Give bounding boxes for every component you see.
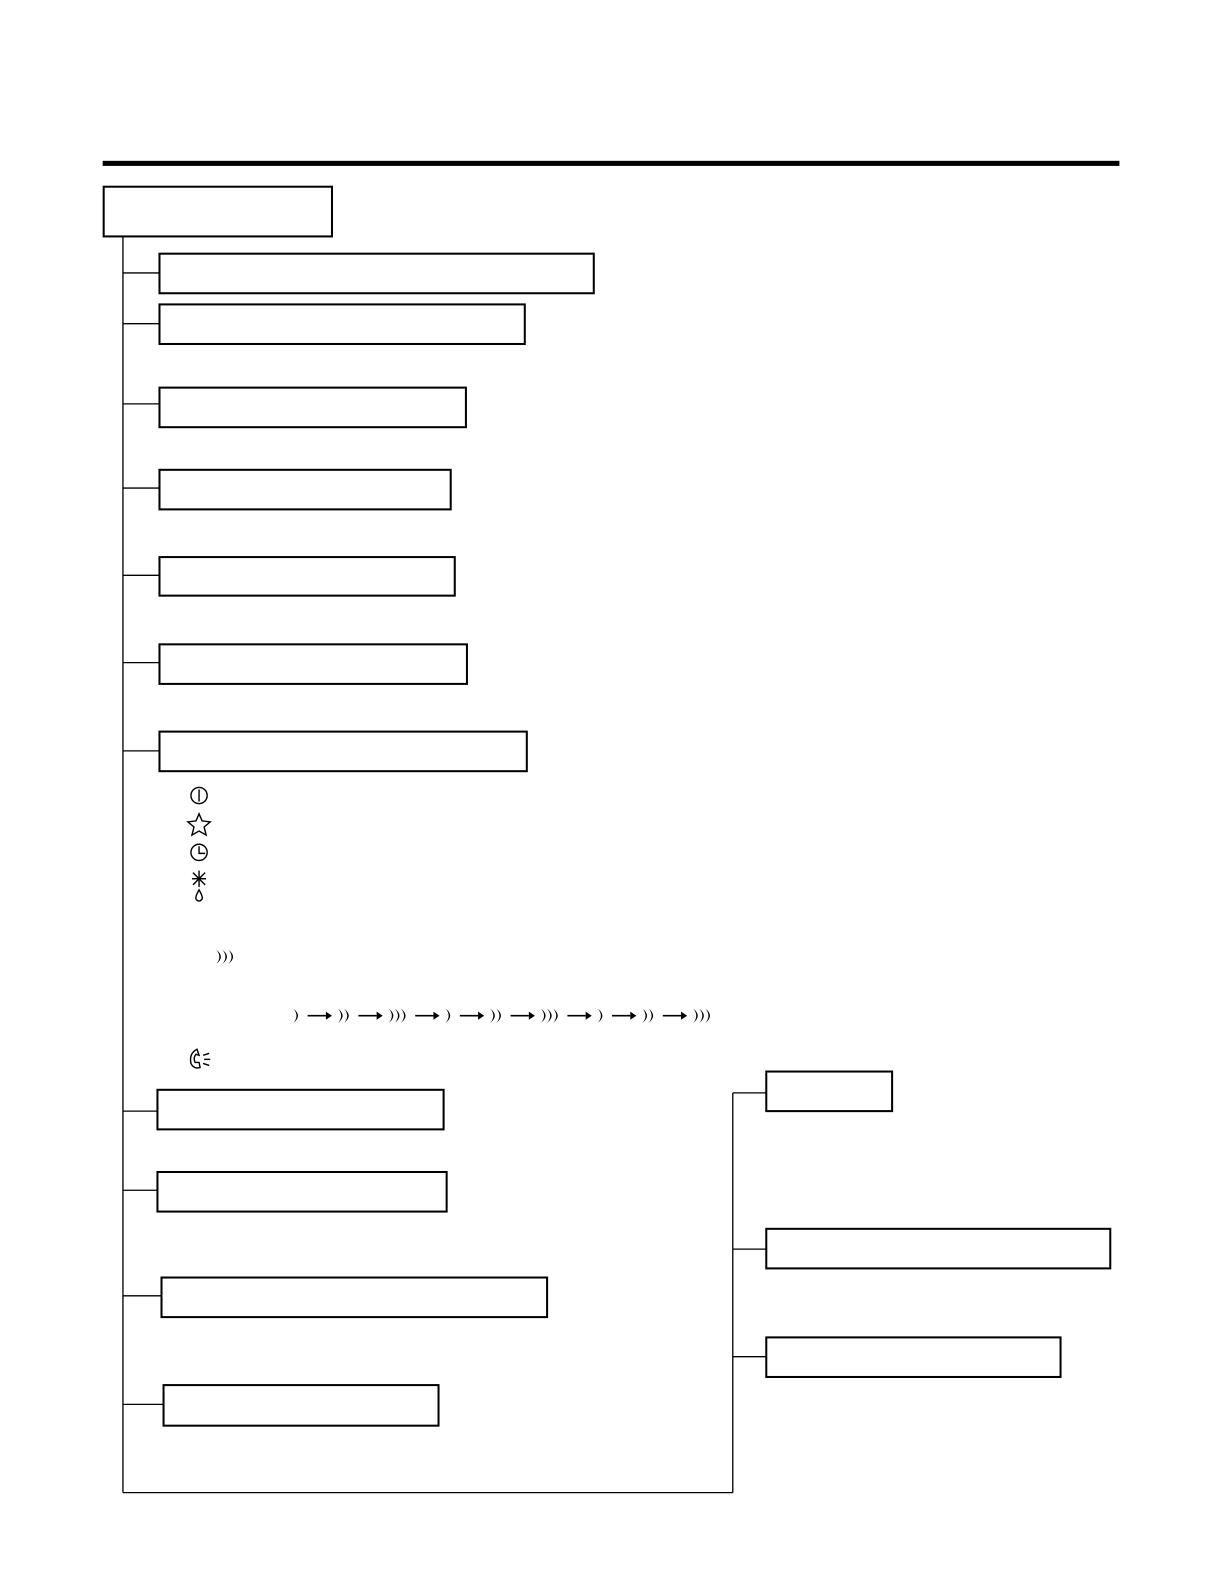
item-box [158,303,526,346]
speed-icon [216,949,234,964]
item-box [765,1227,1112,1270]
item-box [765,1070,894,1113]
item-box [158,643,468,685]
crescent [553,1008,558,1023]
item-box [158,468,452,511]
crescent [222,949,227,964]
crescent [394,1008,400,1023]
crescent [547,1008,552,1023]
item-box [162,1384,440,1427]
crescent [344,1008,349,1023]
crescent [597,1008,603,1023]
drop [195,888,203,902]
clock-icon [190,843,208,862]
crescent [693,1008,698,1023]
clock-hands [198,846,206,855]
clock-circle [190,843,208,862]
arrow-head [585,1011,592,1020]
crescent [216,949,221,964]
arrow-head [376,1011,383,1020]
item-box [158,252,595,295]
crescent [293,1008,298,1023]
arrow-head [681,1011,688,1020]
power-circle [190,786,208,805]
boxes [156,252,1112,1427]
arrow-head [433,1011,440,1020]
crescent [338,1008,343,1023]
fan-drop-icon [191,870,207,902]
item-box [156,1170,448,1213]
connectors [122,272,767,1406]
crescent [400,1008,406,1023]
item-box [158,556,456,597]
crescent [228,949,234,964]
phone-icon [189,1048,211,1069]
star-icon [186,811,212,837]
arrow-head [528,1011,535,1020]
crescent [648,1008,654,1023]
crescent [699,1008,704,1023]
crescent [642,1008,648,1023]
handset [189,1048,201,1069]
item-box [158,386,467,429]
arrow-head [325,1011,332,1020]
speed-sequence [293,1008,710,1023]
arrow-head [630,1011,637,1020]
crescent [496,1008,501,1023]
crescent [541,1008,546,1023]
header-rule [102,160,1120,166]
power-icon [190,786,208,805]
item-box [765,1336,1062,1378]
wave [202,1062,210,1067]
crescent [705,1008,710,1023]
arrow-head [478,1011,485,1020]
crescent [490,1008,495,1023]
item-box [158,730,528,773]
wave [202,1052,210,1056]
crescent [445,1008,451,1023]
crescent [388,1008,394,1023]
item-box [156,1088,445,1131]
root-box [102,185,333,238]
item-box [160,1276,549,1319]
